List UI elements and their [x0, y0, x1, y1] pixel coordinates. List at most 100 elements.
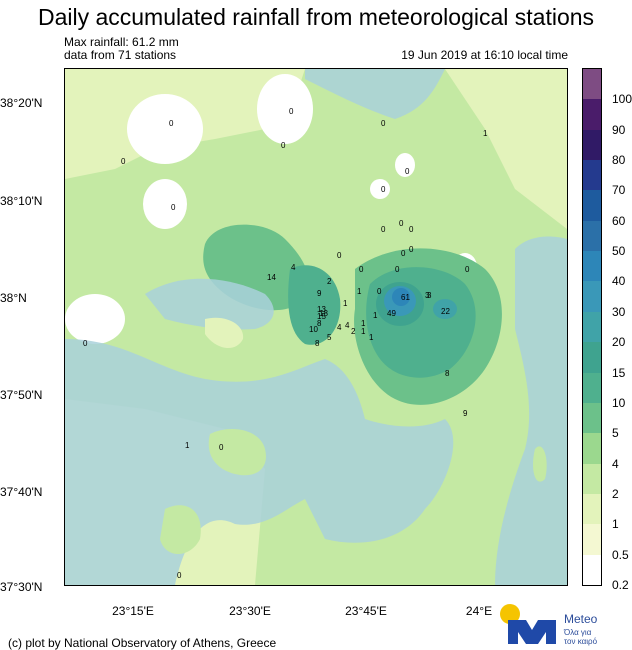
- colorbar-label: 90: [612, 122, 626, 137]
- map-title: Daily accumulated rainfall from meteorol…: [37, 4, 595, 30]
- max-rainfall-text: Max rainfall: 61.2 mm: [64, 35, 179, 49]
- sea-east: [495, 236, 567, 585]
- station-value: 9: [463, 409, 468, 418]
- colorbar-label: 5: [612, 426, 619, 441]
- colorbar-cell: [583, 220, 601, 252]
- lon-label-23-45: 23°45'E: [345, 604, 387, 618]
- station-value: 1: [357, 287, 362, 296]
- colorbar-cell: [583, 69, 601, 100]
- station-value: 0: [377, 287, 382, 296]
- colorbar-cell: [583, 311, 601, 343]
- station-value: 4: [345, 321, 350, 330]
- meteo-logo-icon: [500, 604, 556, 644]
- island-aegina: [208, 429, 266, 476]
- station-value: 0: [395, 265, 400, 274]
- station-value: 4: [291, 263, 296, 272]
- colorbar-label: 30: [612, 304, 626, 319]
- station-value: 13: [317, 305, 326, 314]
- logo-name: Meteo: [564, 612, 598, 626]
- lon-label-23-30: 23°30'E: [229, 604, 271, 618]
- rain-core-3: [392, 288, 410, 306]
- station-value: 1: [361, 327, 366, 336]
- colorbar-cell: [583, 554, 601, 586]
- dry-spot-3: [143, 179, 187, 229]
- station-value: 0: [121, 157, 126, 166]
- credit-text: (c) plot by National Observatory of Athe…: [8, 636, 277, 650]
- colorbar-cell: [583, 342, 601, 374]
- lat-label-37-50: 37°50'N: [0, 388, 43, 402]
- station-value: 15: [317, 312, 326, 321]
- lat-label-38-20: 38°20'N: [0, 96, 43, 110]
- colorbar-cell: [583, 160, 601, 191]
- station-value: 0: [409, 225, 414, 234]
- colorbar-cell: [583, 99, 601, 131]
- rain-zone-light-ne: [445, 69, 567, 229]
- station-value: 1: [361, 319, 366, 328]
- colorbar-cell: [583, 524, 601, 556]
- colorbar-label: 1: [612, 517, 619, 532]
- station-value: 0: [169, 119, 174, 128]
- station-value: 0: [281, 141, 286, 150]
- colorbar-cell: [583, 372, 601, 404]
- station-value: 14: [267, 273, 276, 282]
- colorbar-label: 0.5: [612, 547, 629, 562]
- station-value: 1: [483, 129, 488, 138]
- station-value: 2: [327, 277, 332, 286]
- timestamp-text: 19 Jun 2019 at 16:10 local time: [401, 48, 568, 62]
- station-value: 0: [381, 119, 386, 128]
- station-value: 0: [399, 219, 404, 228]
- colorbar-label: 50: [612, 244, 626, 259]
- station-value: 0: [337, 251, 342, 260]
- island-salamina: [205, 317, 244, 349]
- dry-spot-1: [127, 94, 203, 164]
- colorbar-cell: [583, 463, 601, 495]
- colorbar: [582, 68, 602, 586]
- station-value: 0: [465, 265, 470, 274]
- colorbar-cell: [583, 433, 601, 465]
- station-value: 0: [83, 339, 88, 348]
- colorbar-cell: [583, 493, 601, 525]
- rainfall-map-svg: [65, 69, 567, 585]
- station-value: 22: [441, 307, 450, 316]
- station-value: 0: [171, 203, 176, 212]
- colorbar-cell: [583, 251, 601, 282]
- dry-spot-4: [65, 294, 125, 344]
- logo-tagline-1: Όλα για: [564, 628, 592, 637]
- station-value: 9: [317, 289, 322, 298]
- station-value: 1: [373, 311, 378, 320]
- station-value: 10: [309, 325, 318, 334]
- colorbar-cell: [583, 402, 601, 434]
- station-value: 18: [319, 309, 328, 318]
- colorbar-label: 0.2: [612, 578, 629, 592]
- island-east: [533, 446, 547, 482]
- station-value: 0: [289, 107, 294, 116]
- station-count-text: data from 71 stations: [64, 48, 177, 62]
- station-value: 8: [315, 339, 320, 348]
- colorbar-label: 100: [612, 92, 632, 107]
- station-value: 8: [445, 369, 450, 378]
- station-value: 5: [327, 333, 332, 342]
- sea-north: [305, 69, 445, 119]
- colorbar-label: 10: [612, 395, 626, 410]
- station-value: 0: [401, 249, 406, 258]
- colorbar-label: 60: [612, 213, 626, 228]
- station-value: 49: [387, 309, 396, 318]
- rainfall-map: 0 0 0 0 0 0 0 0 0 0 0 0 0 0 0 0 0 0 4 14 2 9 8 13 15 18 10 8 4 5 1 4 2 1 1…: [64, 68, 568, 586]
- station-value: 61: [401, 293, 410, 302]
- dry-spot-2: [257, 74, 313, 144]
- colorbar-label: 70: [612, 183, 626, 198]
- sea-gulf-north: [145, 278, 274, 330]
- dry-spot-5: [395, 153, 415, 177]
- station-value: 3: [427, 291, 432, 300]
- colorbar-cell: [583, 190, 601, 222]
- rain-core-west: [288, 265, 341, 345]
- colorbar-cell: [583, 281, 601, 313]
- colorbar-label: 40: [612, 274, 626, 289]
- rain-core-4: [433, 299, 457, 319]
- logo-tagline: Όλα για τον καιρό: [564, 628, 597, 646]
- lat-label-38-00: 38°N: [0, 291, 27, 305]
- lat-label-37-40: 37°40'N: [0, 485, 43, 499]
- station-value: 1: [185, 441, 190, 450]
- colorbar-label: 4: [612, 456, 619, 471]
- station-value: 0: [381, 225, 386, 234]
